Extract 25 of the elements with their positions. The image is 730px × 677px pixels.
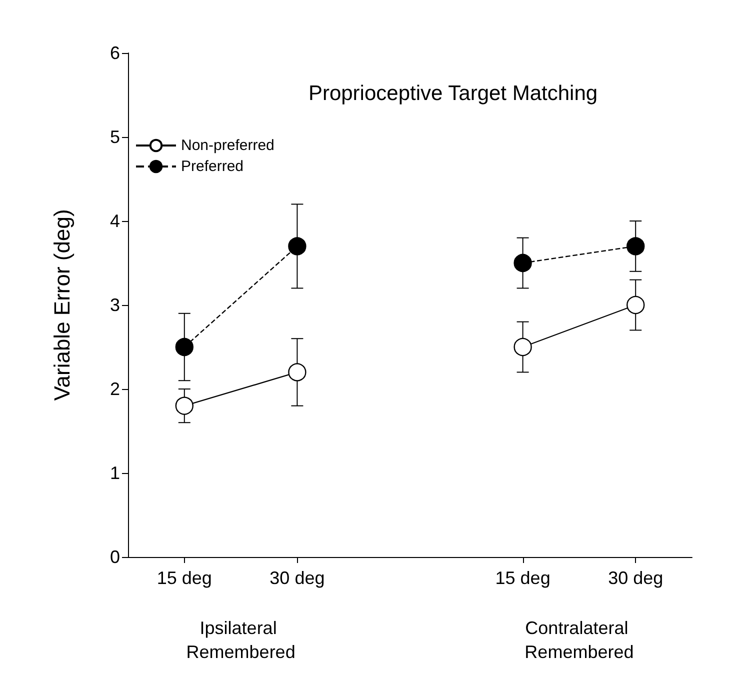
point [288,237,306,256]
y-tick-label: 4 [110,211,120,231]
y-axis-title: Variable Error (deg) [50,209,74,401]
x-tick-label: 15 deg [156,568,212,588]
x-tick-label: 15 deg [495,568,550,588]
y-tick-label: 1 [110,463,120,483]
legend-label: Preferred [181,158,244,175]
x-tick-label: 30 deg [270,568,325,588]
y-tick-label: 3 [110,295,120,315]
x-tick-label: 30 deg [608,568,664,588]
point [626,296,645,314]
point [175,338,194,356]
point [514,254,532,272]
text: Proprioceptive Target Matching [308,82,598,105]
y-tick-label: 0 [110,547,120,567]
point [626,237,645,256]
point [514,338,532,356]
y-tick-label: 2 [110,379,120,399]
y-tick-label: 6 [110,43,120,63]
text: Ipsilateral Remembered [186,618,296,662]
legend-label: Non-preferred [181,137,274,154]
y-tick-label: 5 [110,127,120,147]
point [288,363,306,382]
point [175,396,194,415]
text: Contralateral Remembered [524,618,634,662]
